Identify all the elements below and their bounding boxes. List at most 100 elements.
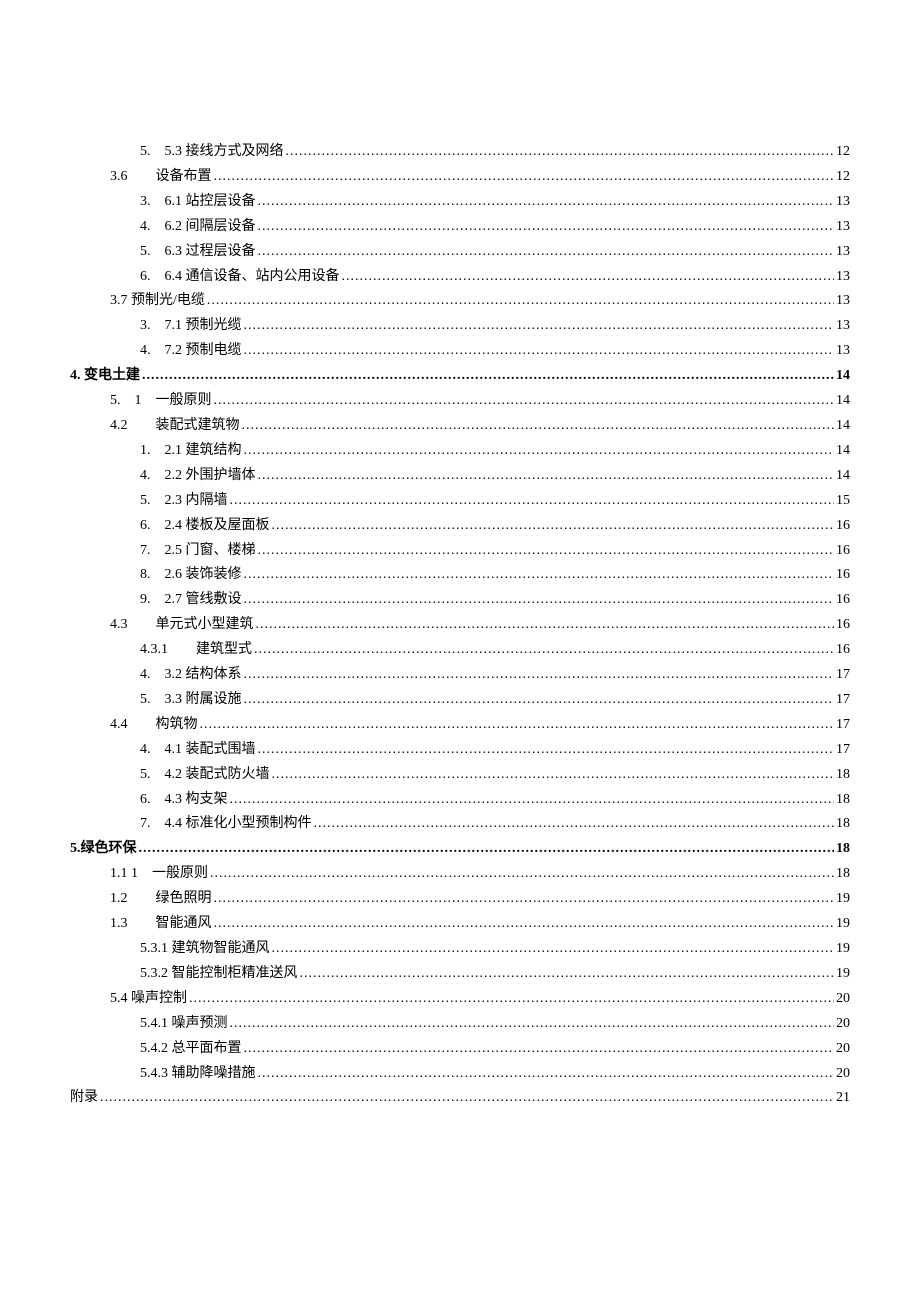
toc-entry-label: 5. 2.3 内隔墙 <box>140 489 230 514</box>
toc-entry-label: 5.3.1 建筑物智能通风 <box>140 937 272 962</box>
toc-entry: 5. 3.3 附属设施17 <box>70 688 850 713</box>
toc-entry-label: 4.2 装配式建筑物 <box>110 414 242 439</box>
toc-entry-label: 7. 2.5 门窗、楼梯 <box>140 539 258 564</box>
toc-leader-dots <box>230 788 835 813</box>
toc-leader-dots <box>200 713 835 738</box>
toc-entry-label: 5.4.2 总平面布置 <box>140 1037 244 1062</box>
toc-entry: 7. 4.4 标准化小型预制构件 18 <box>70 812 850 837</box>
toc-entry-page: 12 <box>834 165 850 190</box>
toc-leader-dots <box>272 514 835 539</box>
toc-entry: 6. 6.4 通信设备、站内公用设备13 <box>70 265 850 290</box>
toc-entry-label: 4.3 单元式小型建筑 <box>110 613 256 638</box>
toc-entry: 3. 6.1 站控层设备13 <box>70 190 850 215</box>
toc-entry-label: 4. 2.2 外围护墙体 <box>140 464 258 489</box>
toc-leader-dots <box>258 190 835 215</box>
toc-entry: 1.2 绿色照明19 <box>70 887 850 912</box>
toc-entry-page: 18 <box>834 788 850 813</box>
toc-leader-dots <box>254 638 834 663</box>
toc-entry-label: 5.4 噪声控制 <box>110 987 189 1012</box>
toc-entry: 5. 4.2 装配式防火墙 18 <box>70 763 850 788</box>
toc-entry-page: 14 <box>834 439 850 464</box>
toc-entry-page: 16 <box>834 514 850 539</box>
toc-entry-page: 14 <box>834 364 850 389</box>
toc-entry-page: 14 <box>834 389 850 414</box>
toc-entry: 5. 2.3 内隔墙15 <box>70 489 850 514</box>
toc-leader-dots <box>214 912 835 937</box>
toc-leader-dots <box>139 837 835 862</box>
toc-entry-label: 7. 4.4 标准化小型预制构件 <box>140 812 314 837</box>
toc-entry-page: 19 <box>834 962 850 987</box>
toc-leader-dots <box>214 389 835 414</box>
toc-entry-label: 1. 2.1 建筑结构 <box>140 439 244 464</box>
toc-entry-page: 18 <box>834 763 850 788</box>
toc-entry-page: 17 <box>834 738 850 763</box>
toc-leader-dots <box>314 812 835 837</box>
toc-entry-label: 6. 2.4 楼板及屋面板 <box>140 514 272 539</box>
toc-leader-dots <box>300 962 835 987</box>
toc-leader-dots <box>244 688 835 713</box>
toc-entry-label: 5. 4.2 装配式防火墙 <box>140 763 272 788</box>
toc-entry-page: 20 <box>834 1062 850 1087</box>
toc-entry-label: 5. 6.3 过程层设备 <box>140 240 258 265</box>
toc-entry-page: 13 <box>834 265 850 290</box>
toc-entry: 4.3.1 建筑型式16 <box>70 638 850 663</box>
toc-leader-dots <box>258 464 835 489</box>
toc-entry-page: 17 <box>834 663 850 688</box>
toc-entry-label: 1.3 智能通风 <box>110 912 214 937</box>
toc-entry: 3. 7.1 预制光缆13 <box>70 314 850 339</box>
toc-entry-page: 16 <box>834 613 850 638</box>
toc-entry-page: 13 <box>834 240 850 265</box>
toc-entry: 附录21 <box>70 1086 850 1111</box>
toc-entry-page: 17 <box>834 713 850 738</box>
toc-entry: 6. 2.4 楼板及屋面板 16 <box>70 514 850 539</box>
toc-entry-page: 20 <box>834 987 850 1012</box>
toc-entry: 4. 3.2 结构体系17 <box>70 663 850 688</box>
toc-leader-dots <box>272 937 835 962</box>
toc-entry-page: 12 <box>834 140 850 165</box>
toc-entry-page: 18 <box>834 837 850 862</box>
toc-entry: 1.1 1 一般原则18 <box>70 862 850 887</box>
toc-leader-dots <box>244 1037 835 1062</box>
toc-leader-dots <box>342 265 835 290</box>
toc-entry-page: 19 <box>834 887 850 912</box>
toc-entry: 8. 2.6 装饰装修16 <box>70 563 850 588</box>
toc-entry-label: 3. 6.1 站控层设备 <box>140 190 258 215</box>
toc-entry: 1. 2.1 建筑结构 14 <box>70 439 850 464</box>
toc-entry: 4. 6.2 间隔层设备13 <box>70 215 850 240</box>
toc-entry: 4.3 单元式小型建筑 16 <box>70 613 850 638</box>
toc-entry: 3.7 预制光/电缆13 <box>70 289 850 314</box>
toc-entry: 5.4.2 总平面布置 20 <box>70 1037 850 1062</box>
toc-entry-label: 4. 变电土建 <box>70 364 142 389</box>
toc-entry-page: 16 <box>834 539 850 564</box>
toc-entry: 1.3 智能通风19 <box>70 912 850 937</box>
toc-entry: 5.4.3 辅助降噪措施 20 <box>70 1062 850 1087</box>
toc-leader-dots <box>258 738 835 763</box>
toc-entry-label: 6. 4.3 构支架 <box>140 788 230 813</box>
toc-leader-dots <box>230 489 835 514</box>
toc-entry-label: 9. 2.7 管线敷设 <box>140 588 244 613</box>
toc-leader-dots <box>242 414 835 439</box>
toc-entry: 4.4 构筑物 17 <box>70 713 850 738</box>
toc-entry-label: 8. 2.6 装饰装修 <box>140 563 244 588</box>
toc-entry-page: 13 <box>834 339 850 364</box>
toc-leader-dots <box>258 539 835 564</box>
toc-entry-label: 3.6 设备布置 <box>110 165 214 190</box>
toc-entry: 9. 2.7 管线敷设 16 <box>70 588 850 613</box>
toc-entry: 4. 7.2 预制电缆13 <box>70 339 850 364</box>
toc-leader-dots <box>244 339 835 364</box>
toc-entry-label: 5.4.3 辅助降噪措施 <box>140 1062 258 1087</box>
toc-entry-page: 18 <box>834 812 850 837</box>
toc-entry-label: 4.3.1 建筑型式 <box>140 638 254 663</box>
toc-entry-label: 4. 6.2 间隔层设备 <box>140 215 258 240</box>
toc-entry-label: 5.绿色环保 <box>70 837 139 862</box>
toc-entry: 3.6 设备布置 12 <box>70 165 850 190</box>
toc-entry-label: 4.4 构筑物 <box>110 713 200 738</box>
toc-leader-dots <box>214 887 835 912</box>
toc-entry-page: 13 <box>834 314 850 339</box>
toc-entry-page: 16 <box>834 588 850 613</box>
toc-entry: 5. 1 一般原则14 <box>70 389 850 414</box>
toc-entry-page: 20 <box>834 1037 850 1062</box>
toc-entry-label: 5. 5.3 接线方式及网络 <box>140 140 286 165</box>
toc-leader-dots <box>258 240 835 265</box>
toc-leader-dots <box>244 663 835 688</box>
